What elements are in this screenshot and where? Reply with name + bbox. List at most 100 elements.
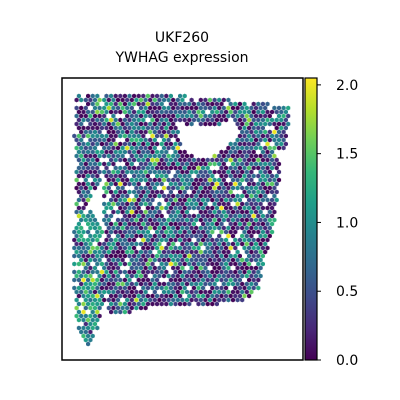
expression-spot [283,109,288,115]
expression-spot [81,301,86,307]
expression-spot [104,181,109,187]
expression-spot [86,245,91,251]
expression-spot [155,141,160,147]
expression-spot [258,201,263,207]
expression-spot [145,269,150,275]
expression-spot [157,169,162,175]
expression-spot [253,273,259,279]
expression-spot [263,161,268,167]
expression-spot [145,157,150,163]
expression-spot [95,109,100,115]
expression-spot [168,101,173,107]
expression-spot [237,261,242,267]
expression-spot [173,293,178,299]
expression-spot [95,141,100,147]
expression-spot [97,97,102,103]
expression-spot [270,229,275,235]
expression-spot [253,265,259,271]
expression-spot [109,221,114,227]
expression-spot [145,229,150,235]
expression-spot [152,281,157,287]
expression-spot [97,313,102,319]
expression-spot [95,117,100,123]
expression-spot [113,197,118,203]
expression-spot [283,141,288,147]
expression-spot [143,305,148,311]
colorbar: 0.00.51.01.52.0 [304,77,358,369]
expression-spot [219,109,224,115]
expression-spot [251,245,256,251]
expression-spot [150,181,155,187]
expression-spot [226,217,231,223]
expression-spot [74,209,79,215]
expression-spot [145,109,150,115]
expression-spot [217,161,222,167]
expression-spot [233,117,238,123]
expression-spot [191,117,196,123]
expression-spot [168,301,173,307]
expression-spot [207,185,213,191]
expression-spot [168,181,173,187]
expression-spot [230,225,236,231]
expression-spot [88,97,93,103]
expression-spot [175,113,180,119]
expression-spot [226,153,231,159]
expression-spot [235,265,240,271]
expression-spot [256,189,261,195]
expression-spot [270,165,275,171]
expression-spot [242,213,247,219]
expression-spot [138,129,144,135]
expression-spot [173,237,178,243]
expression-spot [244,217,249,223]
expression-spot [76,93,81,99]
expression-spot [138,161,144,167]
expression-spot [127,261,132,267]
expression-spot [240,185,245,191]
expression-spot [189,105,194,111]
expression-spot [164,149,169,155]
expression-spot [88,145,93,151]
expression-spot [90,285,95,291]
expression-spot [189,273,194,279]
expression-spot [201,253,206,259]
expression-spot [81,157,86,163]
expression-spot [106,305,111,311]
expression-spot [219,261,224,267]
expression-spot [88,265,93,271]
expression-spot [122,93,127,99]
expression-spot [129,113,134,119]
expression-spot [138,169,144,175]
expression-spot [79,281,84,287]
expression-spot [109,189,114,195]
expression-spot [136,189,141,195]
expression-spot [226,249,231,255]
expression-spot [221,97,226,103]
expression-spot [111,137,116,143]
expression-spot [120,257,125,263]
expression-spot [111,97,116,103]
expression-spot [210,301,215,307]
expression-spot [247,165,252,171]
expression-spot [166,281,171,287]
expression-spot [201,277,206,283]
expression-spot [210,237,215,243]
expression-spot [217,249,222,255]
expression-spot [134,121,139,127]
expression-spot [214,213,219,219]
expression-spot [74,137,79,143]
expression-spot [242,261,247,267]
expression-spot [115,153,121,159]
expression-spot [125,121,130,127]
expression-spot [191,293,196,299]
expression-spot [224,109,229,115]
expression-spot [145,221,150,227]
expression-spot [164,125,169,131]
expression-spot [102,105,107,111]
expression-spot [127,165,132,171]
expression-spot [258,249,263,255]
expression-spot [194,177,199,183]
expression-spot [235,113,240,119]
expression-spot [272,185,277,191]
expression-spot [265,245,270,251]
expression-spot [145,189,150,195]
